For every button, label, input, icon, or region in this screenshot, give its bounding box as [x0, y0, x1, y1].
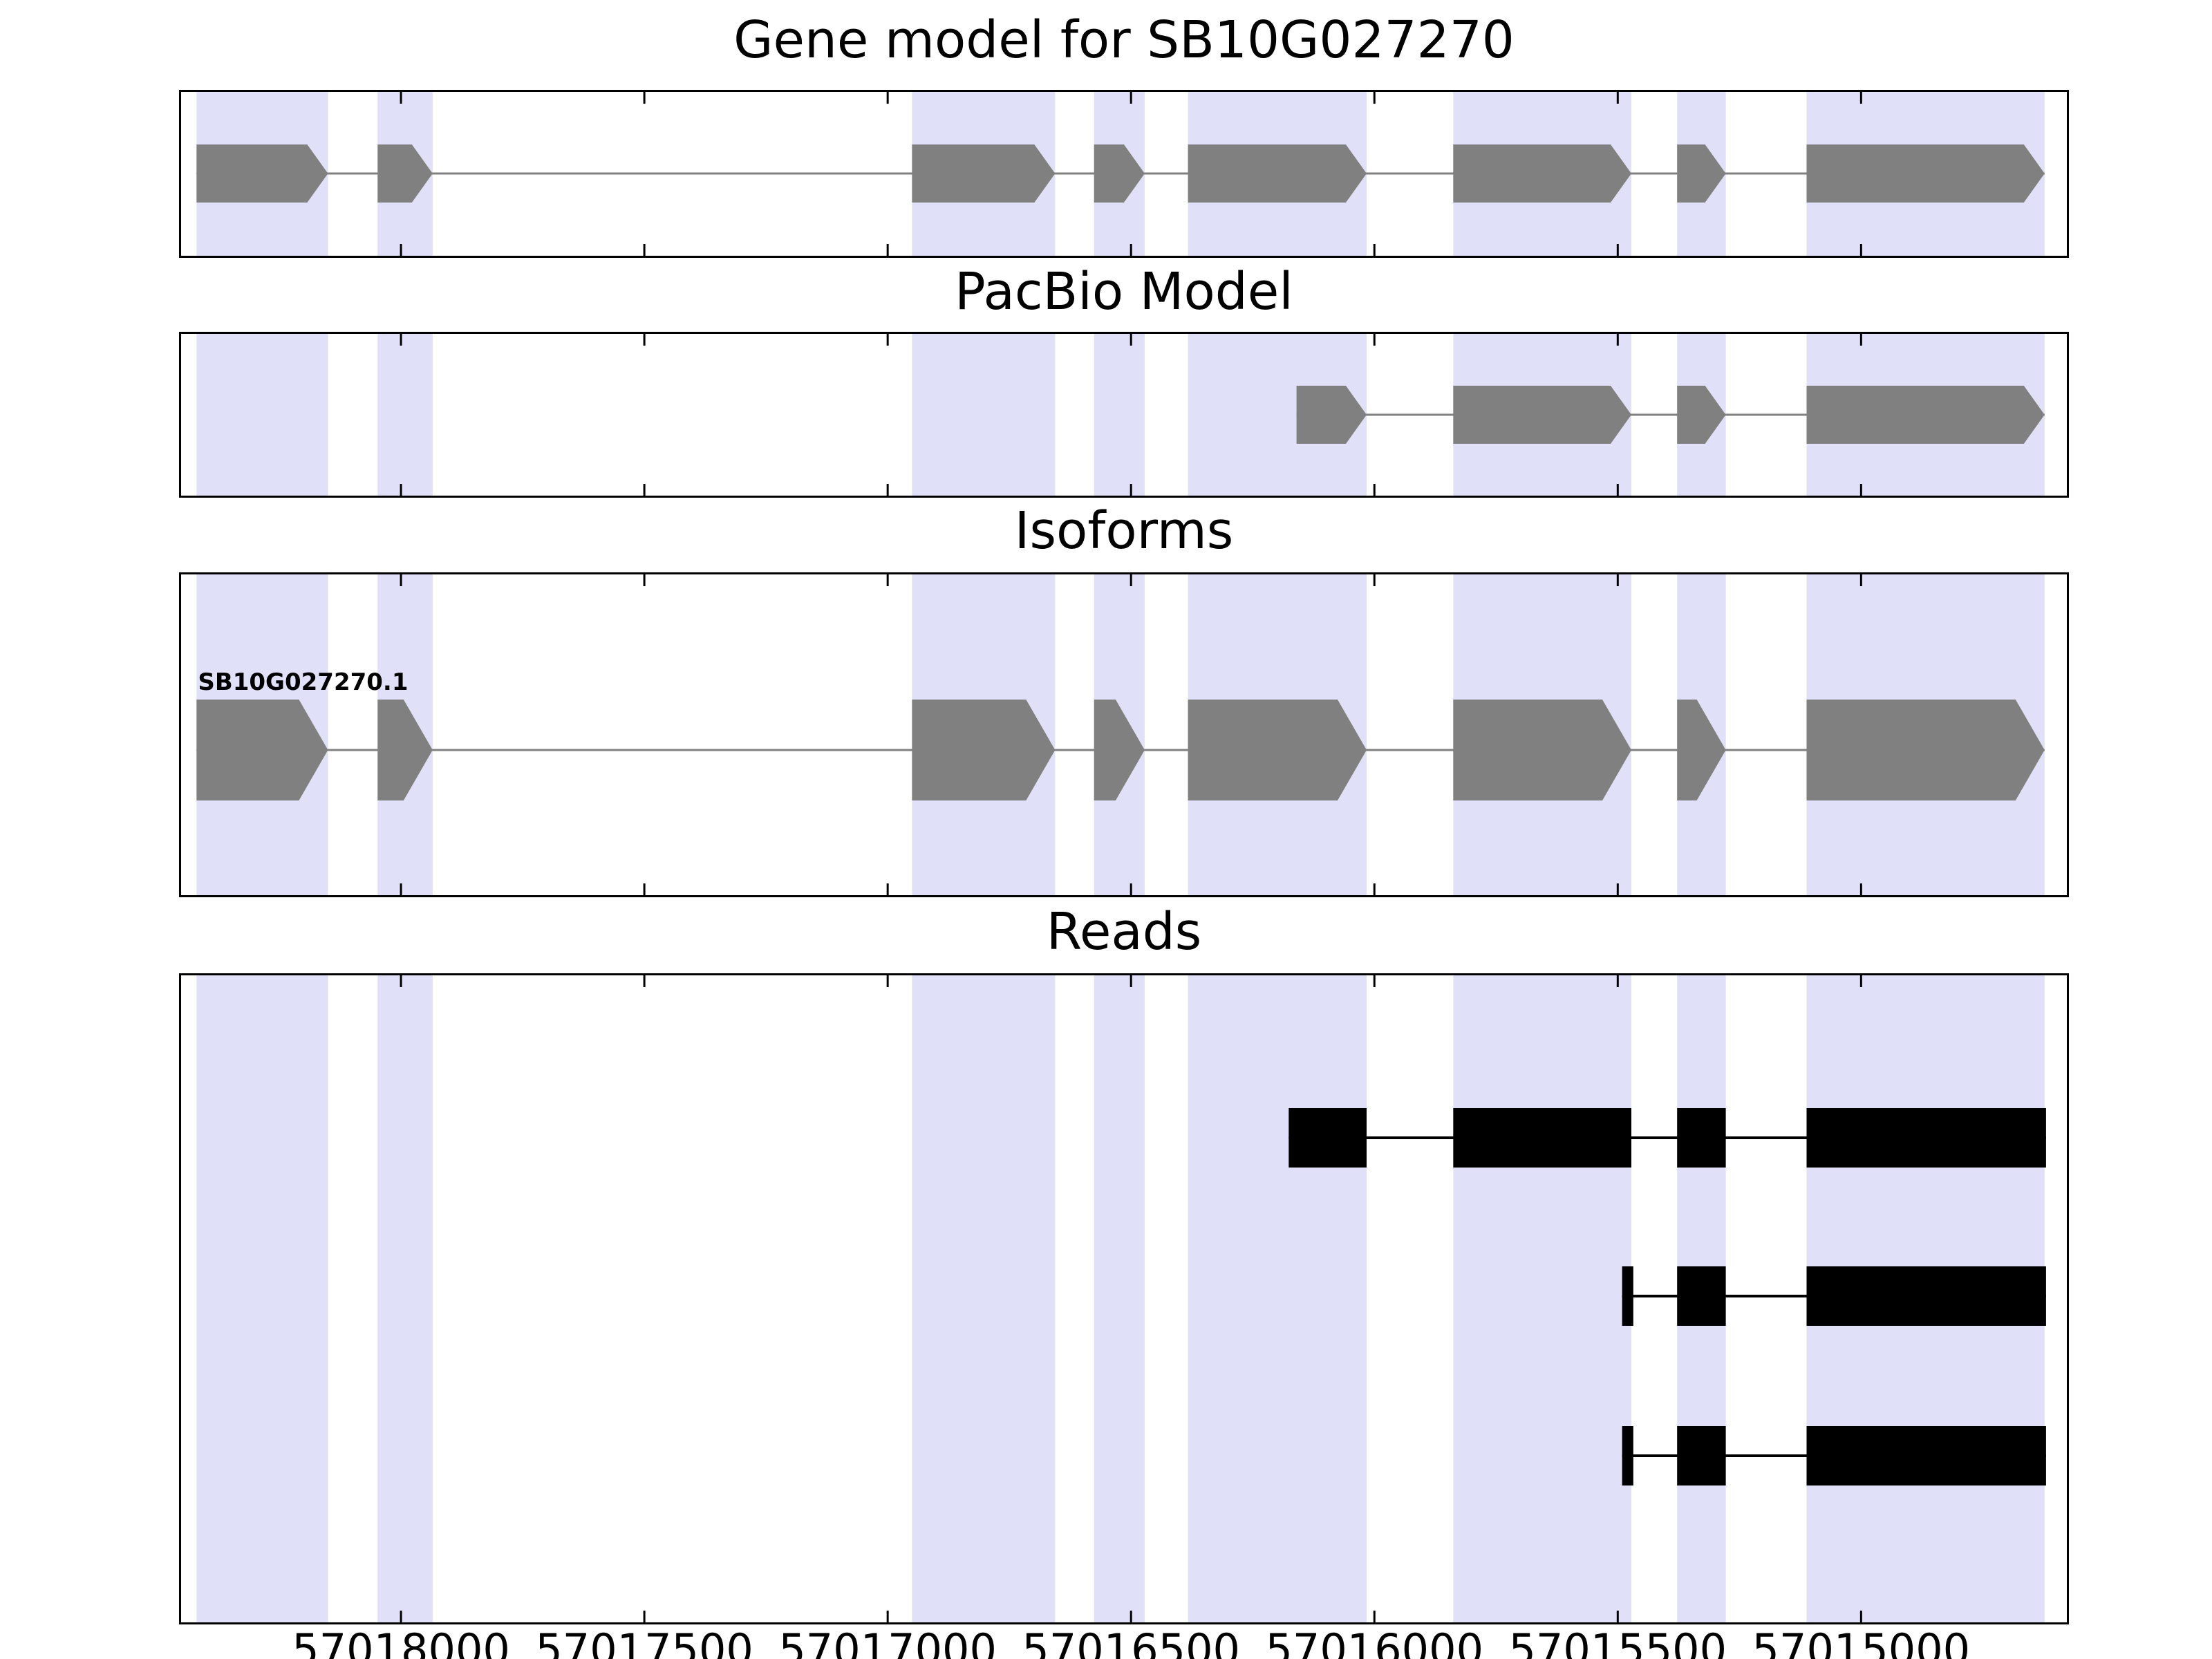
panel-title-isoforms: Isoforms: [1014, 501, 1234, 561]
panel-canvas-isoforms: SB10G027270.1: [179, 572, 2069, 897]
highlight-band: [1188, 973, 1367, 1624]
panel-title-reads: Reads: [1046, 902, 1202, 962]
panel-reads: [179, 973, 2069, 1624]
read-block: [1677, 1108, 1726, 1168]
x-axis-tick-label: 57015000: [1752, 1624, 1971, 1659]
panel-pacbio-model: [179, 332, 2069, 498]
panel-canvas-pacbio-model: [179, 332, 2069, 498]
exon: [1453, 144, 1632, 203]
exon: [196, 144, 328, 203]
exon: [377, 700, 433, 800]
exon: [1806, 386, 2045, 444]
exon: [912, 700, 1056, 800]
highlight-band: [1453, 973, 1632, 1624]
panel-isoforms: SB10G027270.1: [179, 572, 2069, 897]
panel-border: [179, 973, 2069, 1624]
x-axis-tick-label: 57018000: [292, 1624, 510, 1659]
x-axis-tick-label: 57017000: [778, 1624, 997, 1659]
exon: [1453, 700, 1632, 800]
read-block: [1806, 1108, 2046, 1168]
highlight-band: [196, 332, 328, 498]
panel-gene-model: [179, 90, 2069, 258]
exon: [1094, 700, 1145, 800]
x-axis-tick-label: 57016500: [1022, 1624, 1240, 1659]
exon: [196, 700, 328, 800]
x-axis-tick-label: 57016000: [1265, 1624, 1484, 1659]
read-block: [1288, 1108, 1367, 1168]
x-axis-tick-label: 57017500: [535, 1624, 753, 1659]
highlight-band: [912, 973, 1056, 1624]
highlight-band: [377, 332, 433, 498]
x-axis-tick-label: 57015500: [1508, 1624, 1727, 1659]
exon: [912, 144, 1056, 203]
exon: [1677, 700, 1726, 800]
transcript-label: SB10G027270.1: [198, 668, 408, 696]
exon: [1806, 700, 2045, 800]
highlight-band: [912, 332, 1056, 498]
read-block: [1622, 1426, 1633, 1485]
read-block: [1677, 1266, 1726, 1326]
read-block: [1806, 1426, 2046, 1485]
read-block: [1622, 1266, 1633, 1326]
exon: [1188, 144, 1367, 203]
exon: [1094, 144, 1145, 203]
highlight-band: [377, 973, 433, 1624]
panel-border: [179, 572, 2069, 897]
read-block: [1677, 1426, 1726, 1485]
exon: [1677, 144, 1726, 203]
exon: [377, 144, 433, 203]
highlight-band: [1094, 332, 1145, 498]
highlight-band: [196, 973, 328, 1624]
panel-title-pacbio-model: PacBio Model: [955, 262, 1293, 321]
exon: [1677, 386, 1726, 444]
highlight-band: [1094, 973, 1145, 1624]
panel-canvas-gene-model: [179, 90, 2069, 258]
exon: [1806, 144, 2045, 203]
exon: [1188, 700, 1367, 800]
panel-canvas-reads: [179, 973, 2069, 1624]
panel-title-gene-model: Gene model for SB10G027270: [733, 10, 1515, 70]
read-block: [1806, 1266, 2046, 1326]
panel-border: [179, 90, 2069, 258]
read-block: [1453, 1108, 1632, 1168]
exon: [1453, 386, 1632, 444]
exon: [1296, 386, 1367, 444]
panel-border: [179, 332, 2069, 498]
